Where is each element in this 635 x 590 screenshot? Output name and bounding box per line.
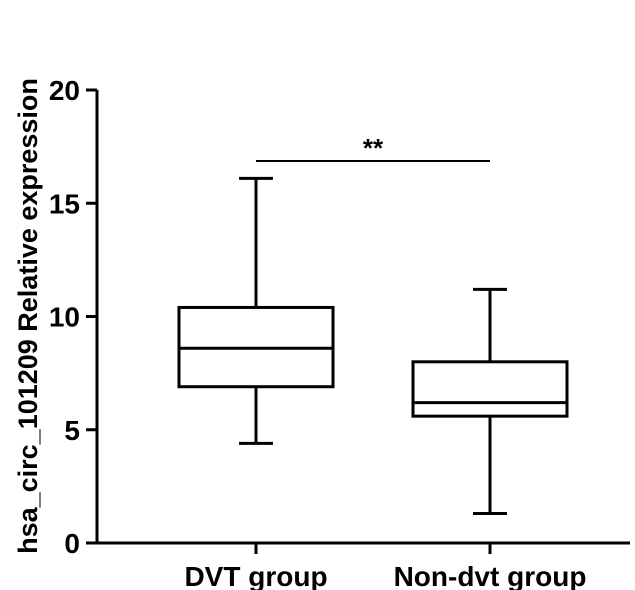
y-tick-label: 10 bbox=[49, 302, 80, 333]
x-tick-label: Non-dvt group bbox=[394, 561, 587, 590]
y-tick-label: 0 bbox=[64, 528, 80, 559]
iqr-box bbox=[411, 360, 569, 418]
x-tick-label: DVT group bbox=[184, 561, 327, 590]
y-tick-label: 5 bbox=[64, 415, 80, 446]
x-axis: DVT group Non-dvt group bbox=[95, 541, 630, 590]
boxes bbox=[177, 176, 569, 516]
box-1 bbox=[177, 176, 335, 445]
y-axis-label: hsa_circ_101209 Relative expression bbox=[13, 78, 43, 554]
significance-label: ** bbox=[363, 133, 384, 163]
y-axis: 0 5 10 15 20 bbox=[49, 75, 99, 559]
significance-annotation: ** bbox=[256, 133, 490, 163]
y-tick-label: 15 bbox=[49, 188, 80, 219]
box-2 bbox=[411, 287, 569, 516]
y-tick-label: 20 bbox=[49, 75, 80, 106]
